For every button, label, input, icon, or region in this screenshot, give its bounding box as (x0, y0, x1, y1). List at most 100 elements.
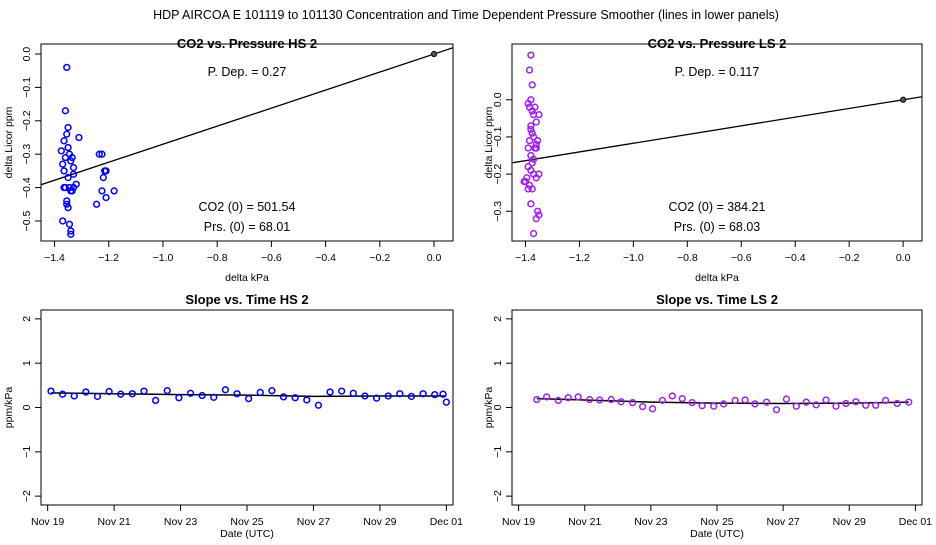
data-point (528, 159, 536, 167)
x-tick-label: −1.2 (98, 252, 119, 264)
data-point (564, 394, 572, 402)
y-axis-label: delta Licor ppm (3, 106, 15, 178)
plot-frame (511, 43, 923, 242)
x-tick-label: 0.0 (427, 252, 442, 264)
plot-frame (40, 309, 454, 506)
x-tick-label: −0.2 (839, 252, 860, 264)
prs-zero-annotation: Prs. (0) = 68.03 (674, 220, 761, 234)
x-tick-label: Dec 01 (430, 516, 463, 528)
data-point (326, 388, 334, 396)
data-point (70, 392, 78, 400)
data-point (59, 217, 67, 225)
data-point (407, 392, 416, 401)
x-tick-label: −1.0 (153, 252, 174, 264)
data-point (105, 387, 113, 396)
data-point (688, 398, 696, 407)
data-point (529, 155, 538, 163)
data-point (525, 136, 534, 145)
data-point (372, 394, 381, 402)
data-point (82, 388, 90, 396)
data-point (617, 398, 625, 406)
data-point (528, 81, 536, 89)
data-point (279, 393, 288, 401)
data-point (812, 401, 820, 409)
data-layer (512, 51, 922, 238)
data-point (64, 123, 72, 132)
data-point (67, 157, 75, 165)
y-tick-label: −0.3 (492, 201, 504, 222)
chart-title: Slope vs. Time LS 2 (656, 292, 778, 307)
x-tick-label: −1.4 (44, 252, 65, 264)
x-tick-label: −0.6 (731, 252, 752, 264)
data-point (221, 386, 230, 394)
data-point (731, 396, 739, 405)
data-point (233, 390, 241, 398)
data-point (648, 405, 657, 413)
y-tick-label: 0.0 (492, 92, 504, 107)
data-point (531, 144, 539, 152)
data-point (64, 203, 72, 212)
y-tick-label: 1 (21, 360, 33, 366)
x-tick-label: −1.0 (623, 252, 644, 264)
data-point (852, 398, 860, 406)
data-point (47, 387, 55, 395)
x-tick-label: −0.2 (369, 252, 390, 264)
x-tick-label: −0.4 (315, 252, 336, 264)
data-point (68, 187, 76, 195)
data-point (93, 392, 102, 401)
x-tick-label: Nov 21 (568, 516, 601, 528)
data-point (210, 393, 218, 401)
x-tick-label: Nov 27 (297, 516, 330, 528)
x-axis-label: delta kPa (225, 272, 269, 284)
y-tick-label: 2 (21, 316, 33, 322)
y-tick-label: −0.2 (21, 110, 33, 131)
data-point (256, 388, 264, 397)
data-point (638, 402, 647, 411)
data-point (59, 160, 67, 168)
data-point (529, 133, 538, 141)
data-point (98, 187, 106, 195)
y-tick-label: −2 (492, 490, 504, 502)
data-point (832, 402, 840, 410)
y-tick-label: 0 (21, 404, 33, 410)
y-tick-label: 1 (492, 360, 504, 366)
data-point (719, 400, 728, 408)
data-point (533, 395, 541, 404)
y-tick-label: −0.4 (21, 177, 33, 198)
x-tick-label: Nov 21 (97, 516, 130, 528)
data-point (95, 150, 103, 158)
plot-frame (40, 43, 454, 242)
data-point (710, 402, 718, 410)
data-point (163, 387, 171, 395)
x-tick-label: 0.0 (896, 252, 911, 264)
origin-point (430, 50, 438, 58)
data-point (291, 394, 299, 402)
data-point (520, 177, 528, 186)
data-point (117, 390, 125, 398)
y-tick-label: −1 (21, 446, 33, 458)
data-point (751, 400, 759, 408)
data-layer (47, 386, 451, 409)
data-point (528, 129, 536, 137)
fit-line (41, 47, 453, 186)
data-point (361, 392, 369, 400)
data-point (431, 390, 439, 399)
x-tick-label: Nov 23 (164, 516, 197, 528)
y-axis-label: ppm/kPa (3, 387, 15, 429)
x-tick-label: Dec 01 (899, 516, 932, 528)
data-point (58, 390, 67, 398)
data-point (61, 107, 70, 115)
data-point (198, 391, 206, 400)
smooth-line (50, 392, 447, 398)
data-point (98, 150, 106, 158)
data-point (75, 133, 83, 142)
hs-co2-panel: CO2 vs. Pressure HS 2−1.4 −1.2 −1.0 −0.8 −0.… (3, 36, 454, 284)
data-point (151, 396, 160, 405)
fit-line (512, 96, 922, 164)
data-point (68, 153, 76, 162)
data-point (762, 398, 771, 406)
data-layer (41, 47, 453, 238)
origin-point (900, 96, 907, 103)
data-point (629, 398, 637, 407)
